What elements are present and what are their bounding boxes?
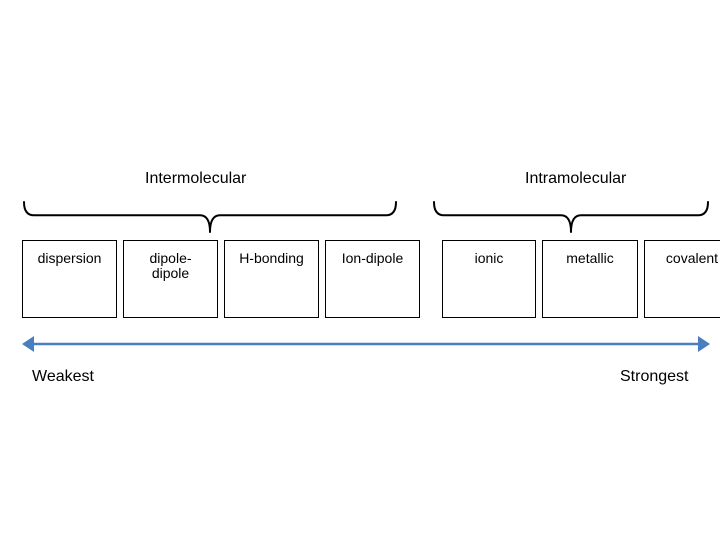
force-box: covalent <box>644 240 720 318</box>
force-box-label: Ion-dipole <box>342 251 404 266</box>
force-box: H-bonding <box>224 240 319 318</box>
force-box: dipole- dipole <box>123 240 218 318</box>
force-box-label: metallic <box>566 251 613 266</box>
group-title-intramolecular: Intramolecular <box>525 170 626 188</box>
force-box: ionic <box>442 240 536 318</box>
strength-arrow-svg <box>22 334 710 354</box>
forces-boxes-row: dispersion dipole- dipole H-bonding Ion-dip… <box>22 240 720 318</box>
force-box: Ion-dipole <box>325 240 420 318</box>
brace-intramolecular-svg <box>432 200 710 234</box>
diagram-canvas: Intermolecular Intramolecular dispersion… <box>0 0 720 540</box>
force-box: dispersion <box>22 240 117 318</box>
force-box: metallic <box>542 240 638 318</box>
force-box-label: dispersion <box>38 251 102 266</box>
force-box-label: ionic <box>475 251 504 266</box>
strength-arrow <box>22 334 710 354</box>
brace-intermolecular-svg <box>22 200 398 234</box>
group-title-intermolecular: Intermolecular <box>145 170 246 188</box>
brace-intermolecular <box>22 200 398 234</box>
force-box-label: H-bonding <box>239 251 304 266</box>
end-label-weakest: Weakest <box>32 368 94 386</box>
force-box-label: covalent <box>666 251 718 266</box>
end-label-strongest: Strongest <box>620 368 688 386</box>
force-box-label: dipole- dipole <box>149 251 191 282</box>
brace-intramolecular <box>432 200 710 234</box>
